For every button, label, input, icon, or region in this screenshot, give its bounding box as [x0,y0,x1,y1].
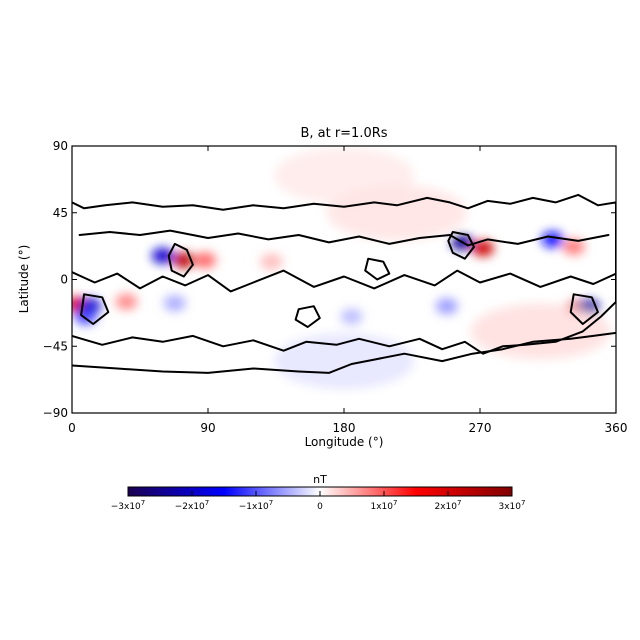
zero-contour-inner-equator [72,269,616,293]
chart-title: B, at r=1.0Rs [300,126,387,141]
field-feature-2 [193,252,216,269]
y-axis-label: Latitude (°) [17,245,31,314]
x-tick-label: 180 [333,421,356,435]
plot-area [71,145,617,414]
closed-contour-c [80,293,110,325]
closed-contour-f [364,257,391,281]
field-feature-15 [435,298,458,315]
field-layer [72,147,611,390]
field-feature-11 [115,293,138,310]
zero-contour-outer [72,193,616,355]
colorbar-label: nT [313,473,327,486]
field-feature-16 [340,308,363,325]
closed-contour-a [167,242,194,278]
x-tick-label: 270 [469,421,492,435]
x-axis: 0 90 180 270 360 [68,146,627,435]
colorbar-tick-label: 2x107 [435,499,462,512]
colorbar-tick-label: 1x107 [371,499,398,512]
colorbar-ticks: −3x107 −2x107 −1x107 0 1x107 2x107 3x107 [111,491,526,512]
field-feature-0 [151,247,174,264]
field-feature-6 [541,231,564,248]
field-feature-3 [260,253,283,270]
y-tick-label: 45 [53,206,68,220]
x-tick-label: 360 [605,421,628,435]
contour-layer [72,193,616,374]
colorbar-tick-label: 0 [317,502,323,512]
y-tick-label: 90 [53,139,68,153]
field-feature-18 [274,333,414,390]
field-feature-20 [326,184,467,241]
y-tick-label: 0 [60,273,68,287]
colorbar-tick-label: −3x107 [111,499,146,512]
colorbar-tick-label: −1x107 [239,499,274,512]
x-tick-label: 90 [200,421,215,435]
closed-contour-e [294,305,321,328]
y-tick-label: −45 [43,339,68,353]
zero-contour-inner-north [78,229,610,247]
closed-contour-d [569,293,599,325]
zero-contour-south [72,331,616,374]
colorbar-tick-label: −2x107 [175,499,210,512]
field-feature-12 [163,295,186,312]
x-tick-label: 0 [68,421,76,435]
field-feature-5 [472,240,495,257]
field-feature-10 [74,308,97,325]
colorbar-tick-label: 3x107 [499,499,526,512]
x-axis-label: Longitude (°) [305,435,384,449]
field-feature-7 [562,238,585,255]
colorbar: nT −3x107 −2x107 −1x107 0 1x107 2x107 3x107 [111,473,526,512]
y-tick-label: −90 [43,406,68,420]
closed-contour-b [447,231,475,260]
y-axis: 90 45 0 −45 −90 [43,139,616,420]
